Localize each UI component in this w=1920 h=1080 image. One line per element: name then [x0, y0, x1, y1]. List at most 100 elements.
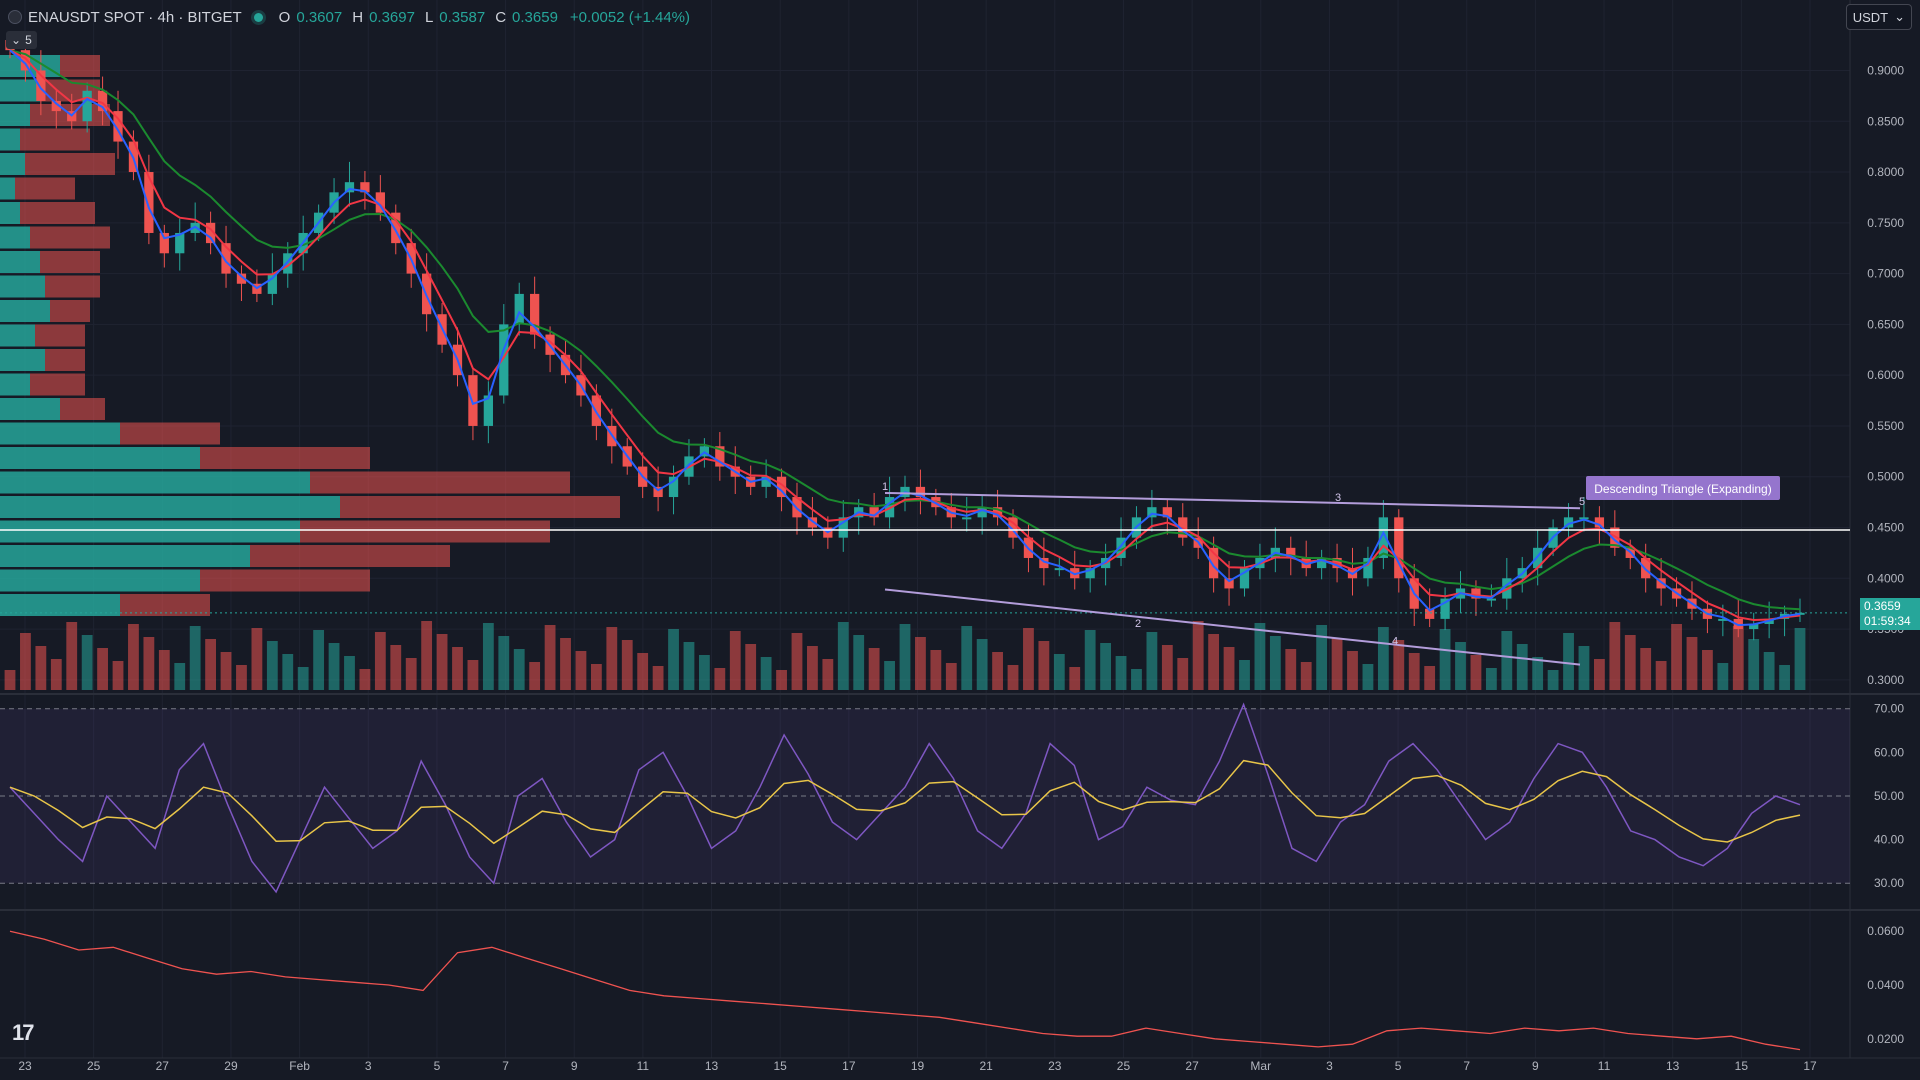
candle-body: [1749, 623, 1759, 630]
time-axis-label: 17: [1803, 1059, 1817, 1073]
price-axis-label: 0.4500: [1867, 521, 1904, 535]
volume-bar: [1470, 655, 1482, 690]
volume-bar: [637, 653, 649, 690]
candle-body: [1425, 608, 1435, 619]
pattern-point-label: 1: [882, 481, 888, 493]
volume-bar: [328, 643, 340, 690]
volume-bar: [374, 632, 386, 690]
volume-bar: [945, 663, 957, 690]
volume-profile-sell: [120, 422, 220, 445]
volume-profile-sell: [250, 545, 450, 567]
volume-bar: [1439, 629, 1451, 690]
time-axis-label: 3: [1326, 1059, 1333, 1073]
volume-profile-sell: [25, 153, 115, 175]
volume-bar: [1239, 660, 1250, 690]
volume-bar: [698, 655, 710, 690]
candle-body: [267, 273, 277, 294]
volume-profile-buy: [0, 275, 45, 298]
time-axis-label: 27: [1185, 1059, 1199, 1073]
volume-bar: [158, 650, 170, 690]
candle-body: [668, 476, 679, 498]
volume-bar: [1702, 650, 1713, 690]
rsi-axis-label: 50.00: [1874, 789, 1904, 803]
logo-text: 17: [12, 1020, 35, 1045]
lower-indicator-line: [9, 930, 1801, 1051]
time-axis-label: 23: [18, 1059, 32, 1073]
indicators-collapse-button[interactable]: ⌄ 5: [6, 31, 37, 49]
rsi-ma-line: [9, 759, 1801, 845]
volume-bar: [1408, 653, 1420, 690]
candle-body: [468, 375, 478, 426]
volume-bar: [1593, 659, 1605, 690]
candle-body: [869, 507, 879, 518]
volume-profile-sell: [60, 55, 100, 77]
volume-bar: [128, 624, 139, 690]
volume-bar: [1300, 662, 1312, 690]
candle-body: [653, 486, 663, 498]
candle-body: [1656, 578, 1666, 589]
rsi-axis-label: 70.00: [1874, 702, 1904, 716]
candle-body: [36, 70, 46, 101]
time-axis-label: Feb: [289, 1059, 310, 1073]
chevron-down-icon: ⌄: [11, 33, 22, 47]
candle-body: [530, 293, 540, 335]
volume-profile-buy: [0, 104, 30, 126]
rsi-axis-label: 40.00: [1874, 833, 1904, 847]
volume-bar: [729, 631, 741, 690]
candle-body: [1147, 507, 1157, 518]
symbol-title[interactable]: ENAUSDT SPOT · 4h · BITGET: [28, 8, 242, 26]
volume-bar: [1161, 645, 1173, 690]
candle-body: [1579, 517, 1589, 520]
volume-bar: [683, 642, 695, 690]
time-axis-label: 15: [774, 1059, 788, 1073]
volume-profile-sell: [200, 569, 370, 592]
volume-bar: [1084, 630, 1096, 690]
volume-bar: [1655, 661, 1667, 690]
currency-value: USDT: [1852, 9, 1889, 25]
volume-bar: [359, 669, 371, 690]
volume-bar: [544, 625, 556, 690]
volume-bar: [1794, 628, 1806, 690]
ema-slow-line: [9, 49, 1801, 611]
volume-bar: [1501, 631, 1513, 690]
volume-bar: [899, 624, 911, 690]
volume-bar: [143, 637, 155, 690]
legend-header: ENAUSDT SPOT · 4h · BITGET O 0.3607 H 0.36…: [8, 6, 690, 28]
volume-bar: [621, 640, 633, 690]
low-value: 0.3587: [439, 8, 486, 26]
candle-body: [1286, 547, 1296, 558]
volume-profile-buy: [0, 422, 120, 445]
volume-bar: [976, 639, 988, 690]
volume-bar: [606, 627, 618, 690]
currency-select[interactable]: USDT ⌄: [1845, 4, 1912, 30]
volume-bar: [668, 629, 679, 690]
volume-bar: [1192, 621, 1204, 690]
price-axis-label: 0.5000: [1867, 470, 1904, 484]
volume-bar: [1316, 625, 1328, 690]
volume-bar: [1516, 644, 1528, 690]
time-axis-label: 13: [1666, 1059, 1680, 1073]
volume-bar: [776, 670, 787, 690]
candle-body: [1224, 578, 1234, 589]
candle-body: [499, 324, 509, 396]
volume-bar: [1485, 668, 1497, 690]
volume-bar: [189, 626, 201, 690]
time-axis-label: 25: [87, 1059, 101, 1073]
rsi-axis-label: 30.00: [1874, 876, 1904, 890]
volume-bar: [1377, 627, 1389, 690]
volume-profile-buy: [0, 226, 30, 249]
volume-bar: [1609, 622, 1621, 690]
time-axis-label: 7: [502, 1059, 509, 1073]
volume-bar: [282, 654, 294, 690]
volume-bar: [1007, 665, 1019, 690]
chevron-down-icon: ⌄: [1894, 9, 1905, 24]
volume-bar: [452, 647, 463, 690]
volume-bar: [1748, 639, 1760, 690]
volume-bar: [961, 626, 973, 690]
volume-bar: [1532, 657, 1544, 690]
volume-bar: [1131, 669, 1142, 690]
pattern-lower-line: [884, 588, 1581, 666]
time-axis-label: 27: [156, 1059, 170, 1073]
open-label: O: [278, 8, 291, 26]
